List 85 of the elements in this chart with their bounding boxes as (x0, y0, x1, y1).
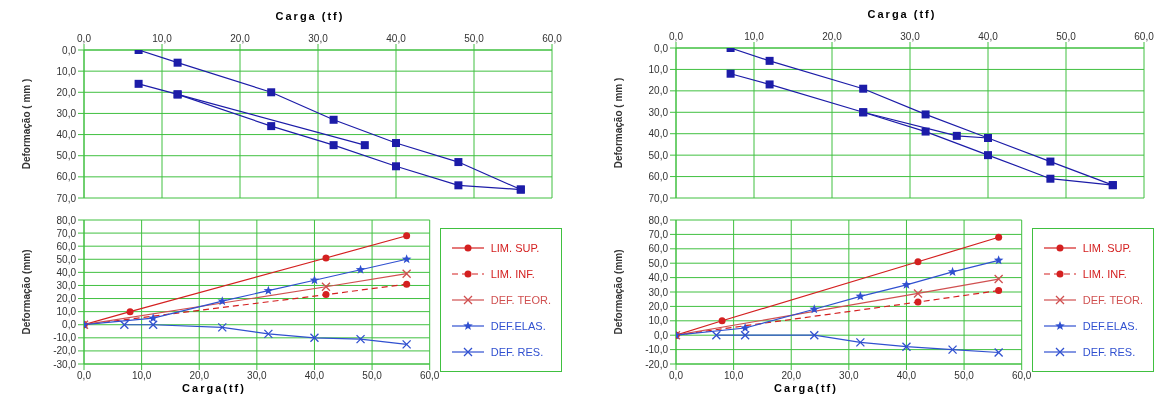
y-tick-label: 20,0 (648, 300, 669, 312)
y-tick-label: 50,0 (56, 253, 77, 265)
x-tick-label: 20,0 (781, 370, 802, 382)
y-tick-label: -10,0 (645, 344, 669, 356)
legend-label: DEF. RES. (490, 346, 544, 358)
x-tick-label: 0,0 (77, 33, 92, 44)
x-tick-label: 10,0 (152, 33, 173, 44)
y-axis-title: Deformação ( mm ) (612, 77, 624, 169)
y-tick-label: 80,0 (648, 214, 669, 226)
legend-label: LIM. INF. (490, 268, 535, 280)
y-tick-label: 70,0 (56, 192, 77, 204)
x-tick-label: 30,0 (839, 370, 860, 382)
x-axis-title: Carga(tf) (773, 382, 839, 396)
x-tick-label: 40,0 (978, 31, 999, 42)
x-tick-label: 40,0 (896, 370, 917, 382)
y-tick-label: 0,0 (654, 42, 669, 54)
y-tick-label: 60,0 (648, 171, 669, 183)
y-tick-label: 0,0 (62, 319, 77, 331)
legend-label: DEF. TEOR. (490, 294, 551, 306)
y-tick-label: 0,0 (62, 44, 77, 56)
legend-label: DEF. RES. (1082, 346, 1136, 358)
x-tick-label: 0,0 (77, 370, 92, 382)
x-tick-label: 50,0 (362, 370, 383, 382)
x-tick-label: 20,0 (230, 33, 251, 44)
y-tick-label: 10,0 (648, 63, 669, 75)
y-tick-label: 40,0 (648, 128, 669, 140)
legend-label: DEF.ELAS. (490, 320, 546, 332)
y-tick-label: -30,0 (53, 358, 77, 370)
x-tick-label: 10,0 (131, 370, 152, 382)
y-tick-label: 30,0 (56, 107, 77, 119)
y-tick-label: 10,0 (56, 306, 77, 318)
y-tick-label: 10,0 (648, 315, 669, 327)
y-tick-label: 20,0 (56, 293, 77, 305)
x-tick-label: 0,0 (669, 370, 684, 382)
legend-label: DEF. TEOR. (1082, 294, 1143, 306)
x-axis-title: Carga(tf) (181, 382, 247, 396)
y-tick-label: 80,0 (56, 214, 77, 226)
y-tick-label: 60,0 (648, 243, 669, 255)
y-tick-label: 0,0 (654, 329, 669, 341)
legend-label: LIM. SUP. (1082, 242, 1132, 254)
y-tick-label: 70,0 (648, 192, 669, 204)
x-tick-label: 10,0 (744, 31, 765, 42)
legend-label: DEF.ELAS. (1082, 320, 1138, 332)
x-tick-label: 30,0 (900, 31, 921, 42)
y-tick-label: 20,0 (56, 86, 77, 98)
x-tick-label: 0,0 (669, 31, 684, 42)
legend-label: LIM. INF. (1082, 268, 1127, 280)
x-tick-label: 10,0 (723, 370, 744, 382)
x-tick-label: 60,0 (1011, 370, 1032, 382)
y-axis-title: Deformação (mm) (612, 249, 624, 335)
y-tick-label: 60,0 (56, 171, 77, 183)
x-tick-label: 60,0 (1134, 31, 1155, 42)
y-tick-label: -20,0 (645, 358, 669, 370)
y-tick-label: 30,0 (56, 280, 77, 291)
y-tick-label: 30,0 (648, 106, 669, 118)
x-tick-label: 20,0 (189, 370, 210, 382)
y-tick-label: 50,0 (648, 149, 669, 161)
x-tick-label: 50,0 (464, 33, 485, 44)
y-tick-label: 50,0 (56, 150, 77, 162)
x-axis-title: Carga (tf) (274, 10, 346, 24)
x-tick-label: 20,0 (822, 31, 843, 42)
y-tick-label: 40,0 (56, 266, 77, 278)
y-tick-label: 40,0 (648, 272, 669, 284)
y-tick-label: 30,0 (648, 286, 669, 298)
y-axis-title: Deformação (mm) (20, 249, 32, 335)
x-tick-label: 40,0 (304, 370, 325, 382)
y-tick-label: -20,0 (53, 345, 77, 357)
x-tick-label: 50,0 (1056, 31, 1077, 42)
y-tick-label: 70,0 (648, 228, 669, 240)
legend-label: LIM. SUP. (490, 242, 540, 254)
y-tick-label: -10,0 (53, 332, 77, 344)
x-axis-title: Carga (tf) (866, 8, 938, 22)
y-axis-title: Deformação ( mm ) (20, 78, 32, 170)
y-tick-label: 10,0 (56, 65, 77, 77)
y-tick-label: 50,0 (648, 257, 669, 269)
x-tick-label: 60,0 (542, 33, 563, 44)
x-tick-label: 50,0 (954, 370, 975, 382)
y-tick-label: 40,0 (56, 129, 77, 141)
x-tick-label: 30,0 (247, 370, 268, 382)
x-tick-label: 30,0 (308, 33, 329, 44)
y-tick-label: 60,0 (56, 240, 77, 252)
y-tick-label: 20,0 (648, 85, 669, 97)
x-tick-label: 40,0 (386, 33, 407, 44)
y-tick-label: 70,0 (56, 227, 77, 239)
x-tick-label: 60,0 (419, 370, 440, 382)
